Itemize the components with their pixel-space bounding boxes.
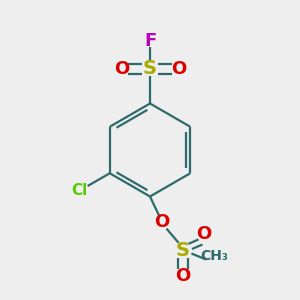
Text: O: O	[196, 225, 211, 243]
Text: O: O	[114, 60, 129, 78]
Text: S: S	[176, 241, 190, 260]
Text: F: F	[144, 32, 156, 50]
Text: Cl: Cl	[72, 183, 88, 198]
Text: O: O	[176, 267, 190, 285]
Text: O: O	[154, 213, 169, 231]
Text: S: S	[143, 59, 157, 79]
Text: O: O	[171, 60, 186, 78]
Text: CH₃: CH₃	[201, 250, 228, 263]
